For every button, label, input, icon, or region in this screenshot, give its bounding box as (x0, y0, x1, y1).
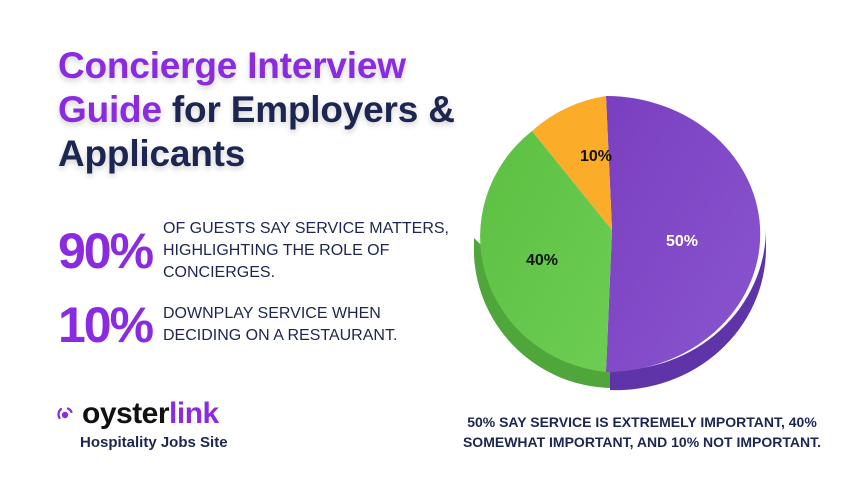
chart-caption: 50% SAY SERVICE IS EXTREMELY IMPORTANT, … (462, 414, 822, 450)
stat-value: 90% (58, 223, 154, 279)
logo-wordmark: oysterlink (82, 397, 219, 430)
stat-value: 10% (58, 297, 154, 353)
stat-text: Of guests say service matters, highlight… (163, 220, 449, 281)
pie-slice-10 (532, 96, 612, 230)
stat-90: 90% Of guests say service matters, highl… (58, 218, 463, 284)
title-rest: for Employers & Applicants (58, 89, 455, 174)
logo-tagline: Hospitality Jobs Site (80, 434, 228, 451)
pie-slice-50 (606, 96, 761, 372)
pie-label-50: 50% (666, 233, 698, 250)
pie-side-purple (610, 228, 767, 391)
pie-label-40: 40% (526, 252, 558, 269)
pie-slice-40 (480, 131, 612, 372)
stat-10: 10% Downplay service when deciding on a … (58, 300, 463, 350)
title-accent: Concierge Interview Guide (58, 45, 406, 130)
stat-text: Downplay service when deciding on a rest… (163, 305, 398, 344)
oysterlink-logo[interactable]: oysterlink Hospitality Jobs Site (56, 398, 228, 451)
pie-label-10: 10% (580, 148, 612, 165)
oyster-signal-icon (57, 407, 73, 420)
pie-chart: 50% 40% 10% (474, 96, 767, 391)
page-title: Concierge Interview Guide for Employers … (58, 44, 478, 176)
